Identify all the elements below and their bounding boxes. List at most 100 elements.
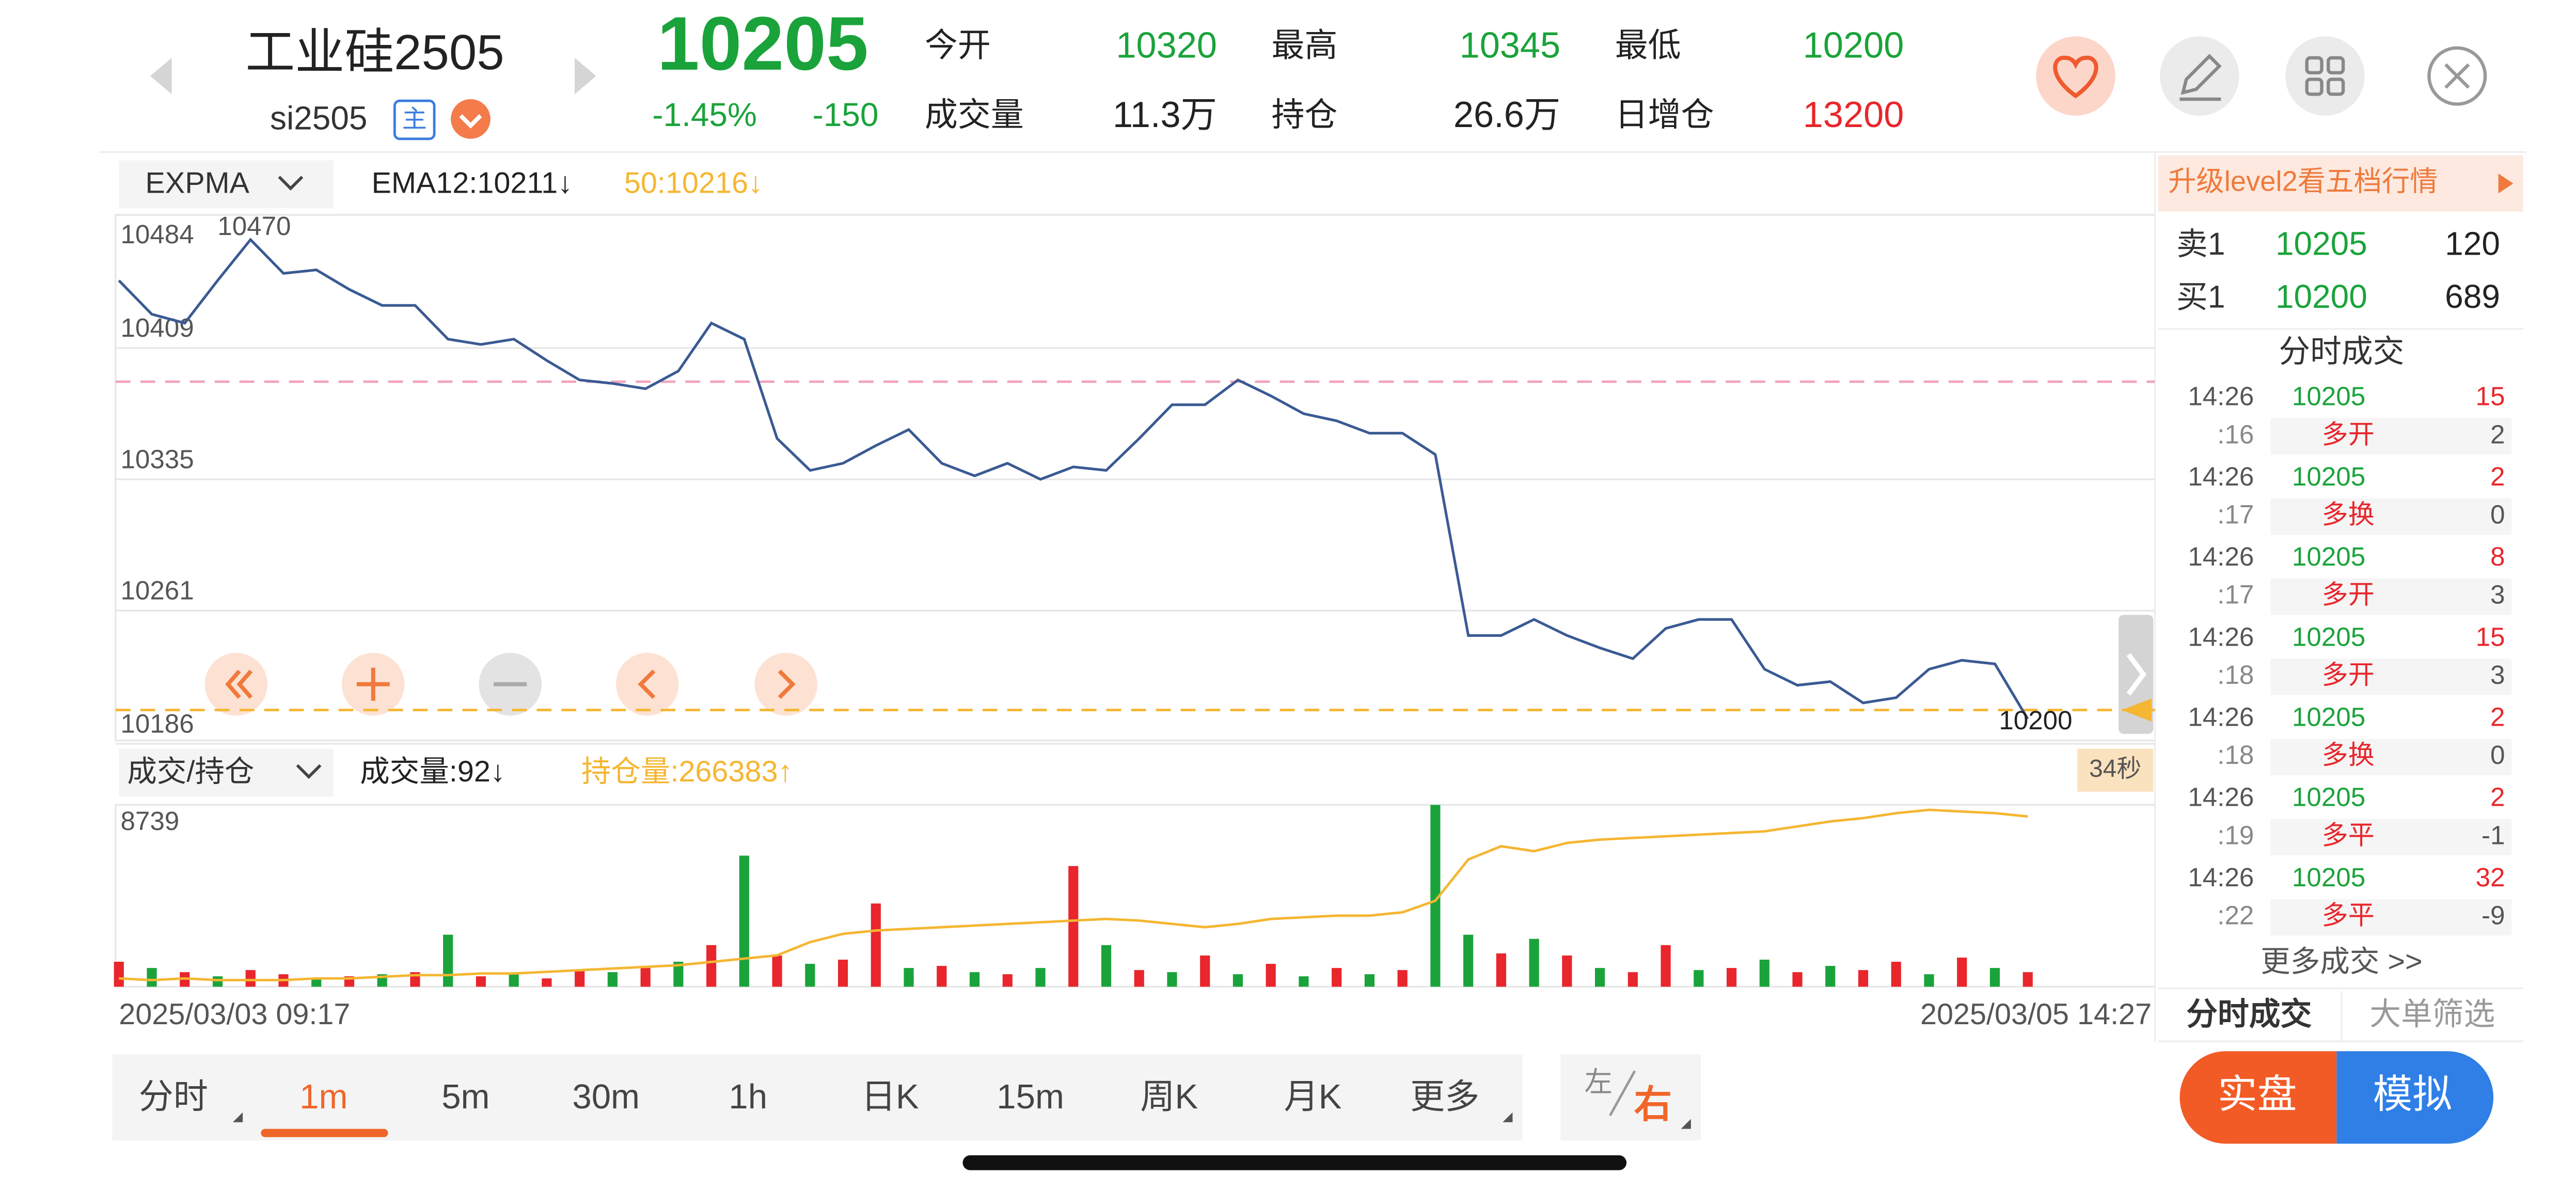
volume-bar (509, 974, 519, 987)
volume-bar (1430, 805, 1441, 987)
tab[interactable]: 大单筛选 (2369, 996, 2495, 1031)
volume-bar (443, 934, 453, 987)
trade-price: 10205 (2292, 702, 2365, 732)
favorite-button[interactable] (2036, 36, 2115, 116)
last-price-marker (2122, 698, 2152, 722)
price-line (118, 238, 2029, 720)
trade-oi-change: 0 (2490, 500, 2505, 529)
menu-button[interactable] (2285, 36, 2365, 116)
menu-corner-icon (232, 1112, 243, 1122)
volume-bar (476, 976, 486, 987)
book-price: 10205 (2275, 225, 2367, 262)
sim-button-bg[interactable] (2336, 1051, 2494, 1144)
volume-bar (114, 962, 124, 987)
volume-indicator-name[interactable]: 成交/持仓 (127, 755, 254, 788)
period-tab[interactable]: 30m (572, 1077, 640, 1116)
promo-text[interactable]: 升级level2看五档行情 (2168, 166, 2438, 197)
open-interest-line (119, 808, 2028, 982)
trade-volume: 32 (2476, 863, 2505, 892)
volume-bar (1661, 945, 1671, 987)
double-left-icon (225, 669, 253, 699)
trade-type: 多平 (2322, 901, 2375, 930)
volume-bar (1167, 972, 1177, 987)
period-tab[interactable]: 分时 (139, 1077, 208, 1116)
trade-volume: 15 (2476, 382, 2505, 411)
volume-bar (1002, 974, 1013, 987)
main-tag-box (393, 99, 436, 140)
trade-type-bg (2270, 659, 2512, 695)
volume-bar (640, 968, 651, 987)
period-tab[interactable]: 1h (729, 1077, 767, 1116)
volume-bar (969, 972, 980, 987)
sim-button[interactable]: 模拟 (2373, 1073, 2452, 1117)
volume-bar (1989, 968, 2000, 987)
volume-bar (1891, 962, 1901, 987)
dropdown-icon (459, 114, 482, 129)
heart-icon (2053, 55, 2098, 99)
y-tick-label: 8739 (120, 806, 179, 836)
volume-bar (1364, 974, 1375, 987)
trade-price: 10205 (2292, 462, 2365, 491)
volume-bar (1529, 938, 1539, 987)
next-arrow[interactable] (574, 58, 596, 95)
edit-button[interactable] (2160, 36, 2239, 116)
volume-bar (871, 903, 881, 987)
volume-bar (147, 968, 157, 987)
dropdown-button[interactable] (451, 99, 491, 139)
change-percent: -1.45% (652, 96, 757, 133)
period-tab[interactable]: 15m (997, 1077, 1064, 1116)
period-tab[interactable]: 月K (1284, 1077, 1342, 1116)
indicator-selector[interactable] (119, 160, 334, 209)
volume-bar (1496, 953, 1506, 987)
jump-start-button[interactable] (204, 653, 268, 716)
trade-seconds: :22 (2217, 901, 2254, 930)
tab[interactable]: 分时成交 (2186, 996, 2312, 1031)
volume-selector[interactable] (119, 748, 334, 797)
pencil-icon (2179, 54, 2222, 101)
volume-bar (1924, 974, 1934, 987)
high-label: 10470 (217, 211, 291, 241)
step-left-button[interactable] (615, 653, 679, 716)
x-tick-label: 2025/03/05 14:27 (1920, 998, 2152, 1031)
volume-bar (1858, 970, 1869, 987)
volume-bar (673, 962, 684, 987)
volume-bar (1792, 972, 1803, 987)
period-tab[interactable]: 周K (1140, 1077, 1198, 1116)
stat-label: 成交量 (925, 96, 1024, 133)
volume-bar (937, 966, 947, 987)
volume-bar (245, 970, 256, 987)
period-tab[interactable]: 1m (299, 1077, 347, 1116)
volume-bar (1266, 964, 1276, 987)
promo-banner[interactable] (2158, 155, 2523, 212)
live-button-bg[interactable] (2179, 1051, 2337, 1144)
trade-volume: 2 (2490, 782, 2505, 812)
volume-bar (575, 970, 585, 987)
trade-oi-change: 0 (2490, 740, 2505, 770)
contract-name: 工业硅2505 (245, 25, 504, 80)
period-tab[interactable]: 5m (441, 1077, 489, 1116)
step-right-button[interactable] (754, 653, 818, 716)
grid-icon (2305, 56, 2345, 96)
volume-label: 成交量:92↓ (360, 755, 505, 788)
trade-volume: 2 (2490, 702, 2505, 732)
trade-price: 10205 (2292, 382, 2365, 411)
timer-box (2077, 748, 2154, 792)
stat-label: 持仓 (1272, 96, 1338, 133)
period-tab[interactable]: 日K (861, 1077, 919, 1116)
trade-type-bg (2270, 418, 2512, 455)
live-button[interactable]: 实盘 (2218, 1073, 2297, 1117)
stat-value: 13200 (1803, 94, 1904, 135)
trade-type: 多开 (2322, 580, 2375, 609)
handle-icon (2126, 653, 2147, 696)
trade-type: 多平 (2322, 820, 2375, 850)
prev-arrow[interactable] (150, 58, 172, 95)
active-underline (261, 1129, 388, 1137)
side-toggle[interactable] (1560, 1054, 1701, 1140)
indicator-name[interactable]: EXPMA (145, 167, 249, 200)
chevron-icon (278, 176, 304, 191)
menu-corner-icon (1681, 1119, 1691, 1129)
close-button[interactable] (2427, 46, 2487, 106)
period-tab[interactable]: 更多 (1410, 1077, 1479, 1116)
more-trades[interactable]: 更多成交 >> (2261, 945, 2422, 978)
book-label: 买1 (2176, 279, 2225, 314)
